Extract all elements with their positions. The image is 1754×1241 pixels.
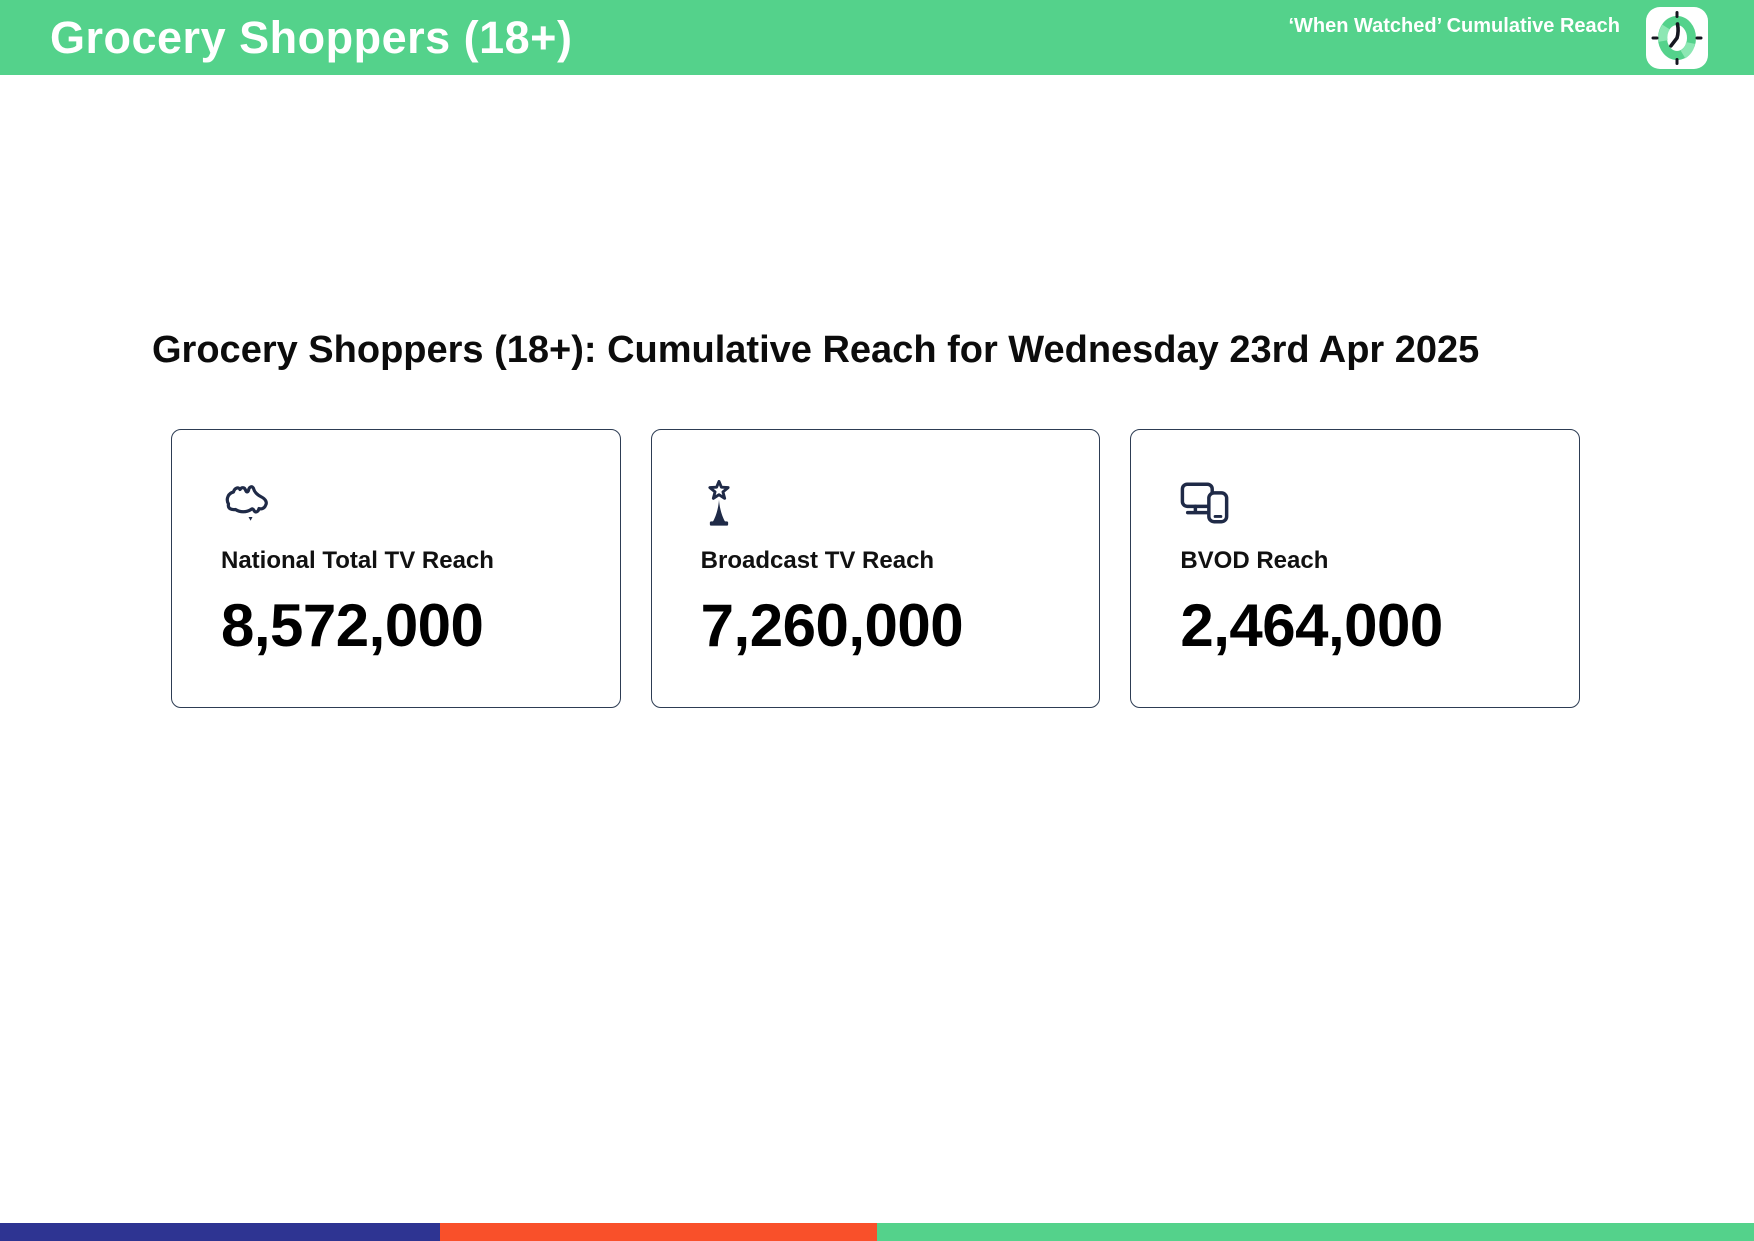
kpi-cards-row: National Total TV Reach 8,572,000 Broadc… [171,428,1581,708]
kpi-label: National Total TV Reach [221,546,494,574]
australia-map-icon [225,484,268,521]
kpi-card-broadcast-tv-reach: Broadcast TV Reach 7,260,000 [650,428,1101,708]
kpi-value: 8,572,000 [221,592,484,660]
kpi-card-national-total-tv-reach: National Total TV Reach 8,572,000 [171,428,621,708]
kpi-card-bvod-reach: BVOD Reach 2,464,000 [1130,428,1581,708]
stripe-segment-green [876,1223,1754,1241]
clock-badge [1646,6,1708,69]
kpi-value: 7,260,000 [700,592,964,660]
kpi-icon-wrap [1180,480,1533,532]
kpi-icon-wrap [701,479,1054,532]
header-subtitle: ‘When Watched’ Cumulative Reach [1288,15,1620,37]
report-heading: Grocery Shoppers (18+): Cumulative Reach… [152,329,1480,371]
kpi-label: BVOD Reach [1180,546,1329,574]
main-content: Grocery Shoppers (18+): Cumulative Reach… [0,329,1754,708]
clock-icon [1651,10,1703,65]
header-right-group: ‘When Watched’ Cumulative Reach [1288,0,1708,75]
header-bar: Grocery Shoppers (18+) ‘When Watched’ Cu… [0,0,1754,75]
stripe-segment-blue [0,1223,440,1241]
tv-and-phone-devices-icon [1181,482,1229,524]
kpi-icon-wrap [221,480,574,532]
page-title: Grocery Shoppers (18+) [50,12,573,63]
broadcast-tower-star-icon [708,479,730,526]
stripe-segment-orange [439,1223,877,1241]
footer-color-stripe [0,1223,1754,1241]
kpi-label: Broadcast TV Reach [700,546,935,574]
kpi-value: 2,464,000 [1180,592,1443,660]
